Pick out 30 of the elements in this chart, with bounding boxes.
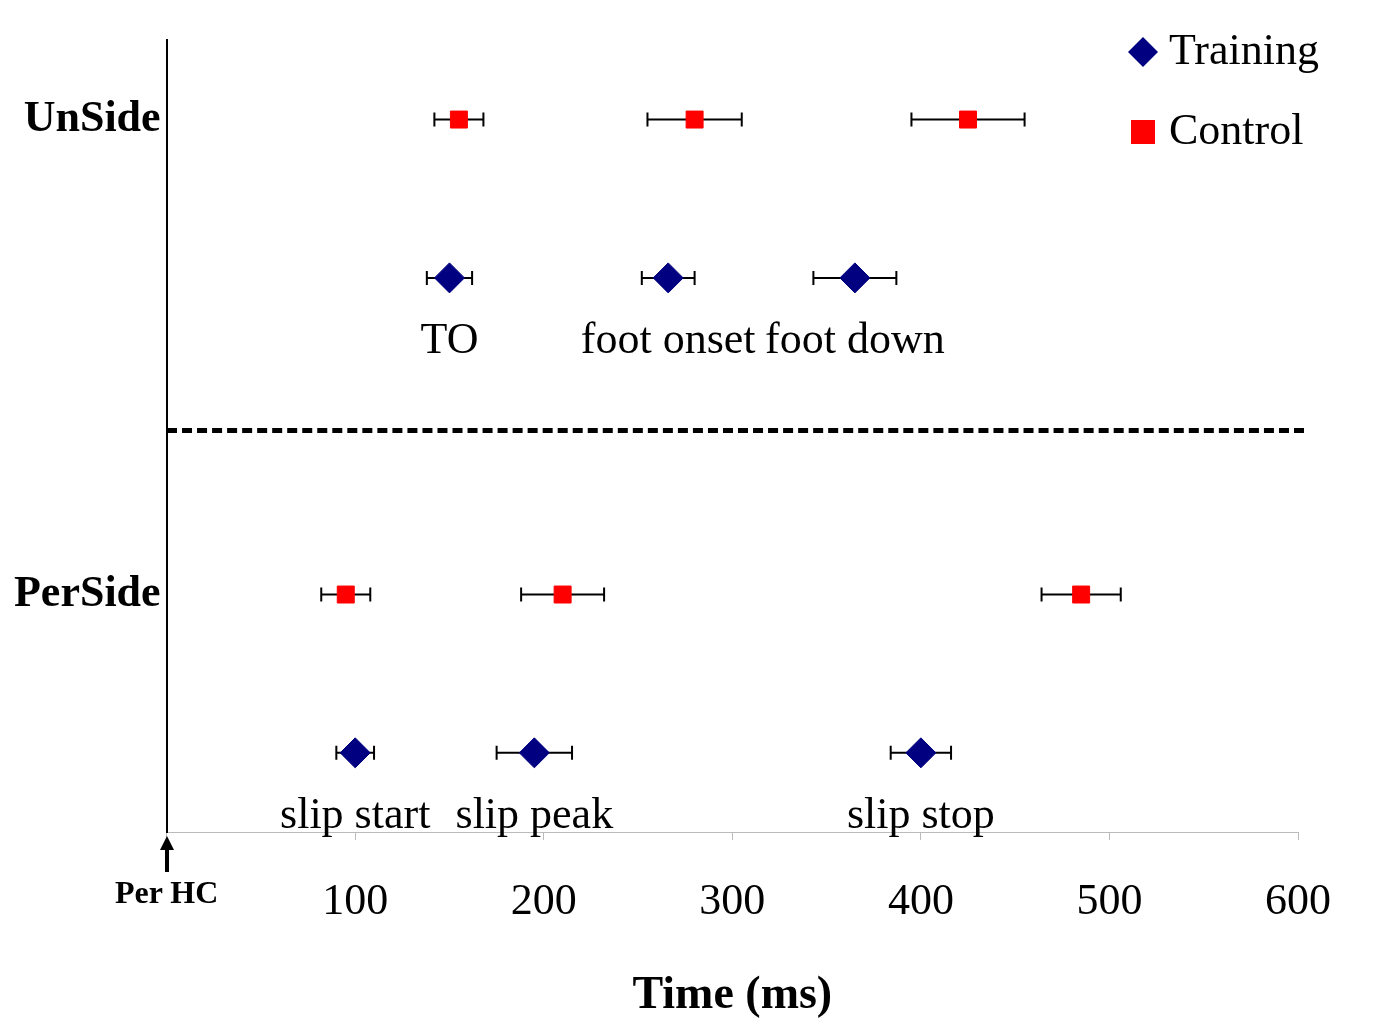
x-axis-title: Time (ms) <box>632 967 833 1019</box>
x-tick-label: Per HC <box>114 874 219 911</box>
y-tick-label: PerSide <box>13 566 161 616</box>
annotation: foot down <box>765 314 945 364</box>
point <box>336 585 355 604</box>
annotation: slip peak <box>455 789 614 839</box>
annotation: slip stop <box>846 789 995 839</box>
point <box>1072 585 1091 604</box>
annotation: slip start <box>280 789 431 839</box>
x-tick-label: 200 <box>510 874 577 924</box>
y-tick-label: UnSide <box>23 91 161 141</box>
legend-label: Training <box>1169 24 1319 74</box>
x-tick-label: 300 <box>699 874 766 924</box>
point <box>518 737 550 769</box>
legend-label: Control <box>1169 104 1304 154</box>
x-tick-label: 100 <box>322 874 389 924</box>
annotation: TO <box>420 314 479 364</box>
point <box>433 262 465 294</box>
x-tick-label: 600 <box>1265 874 1331 924</box>
point <box>652 262 684 294</box>
annotation: foot onset <box>580 314 756 364</box>
point <box>449 110 468 129</box>
point <box>839 262 871 294</box>
x-tick-label: 500 <box>1076 874 1143 924</box>
point <box>959 110 977 129</box>
x-tick-label: 400 <box>887 874 954 924</box>
point <box>553 585 572 604</box>
point <box>339 737 371 769</box>
point <box>685 110 704 129</box>
point <box>905 737 937 769</box>
